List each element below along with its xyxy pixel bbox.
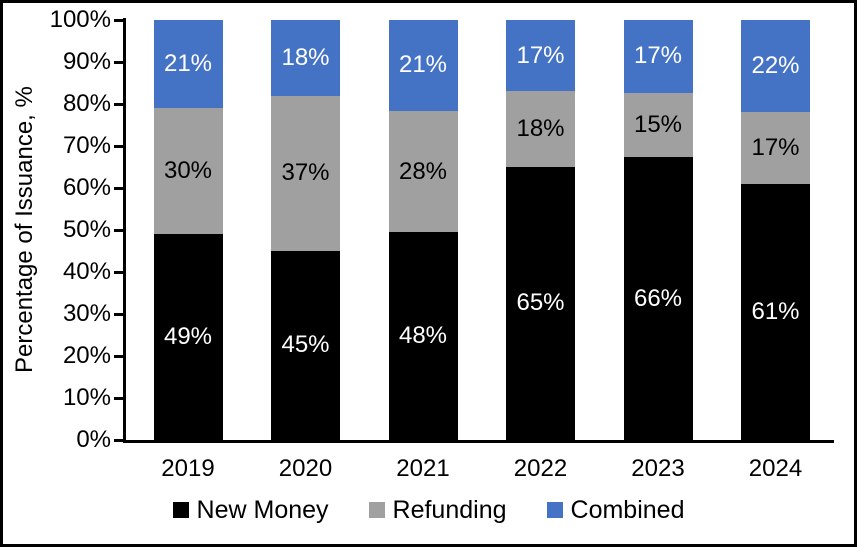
y-tick-label-10: 10%	[62, 384, 111, 411]
legend-item-refunding: Refunding	[368, 495, 507, 525]
y-tick-mark-40	[114, 270, 123, 274]
x-axis-line	[123, 440, 834, 443]
y-tick-mark-80	[114, 102, 123, 106]
bar-segment-2022-new-money: 65%	[506, 166, 575, 440]
x-category-label-2021: 2021	[396, 455, 450, 482]
y-tick-mark-70	[114, 144, 123, 148]
bar-2020: 18% 37% 45%	[271, 20, 340, 440]
y-tick-mark-90	[114, 60, 123, 64]
y-tick-label-80: 80%	[62, 90, 111, 117]
bar-segment-2022-combined: 17%	[506, 20, 575, 92]
x-category-label-2024: 2024	[748, 455, 803, 482]
bar-segment-2024-combined: 22%	[741, 20, 810, 113]
bar-segment-2021-refunding: 28%	[388, 110, 458, 233]
bar-segment-2024-refunding: 17%	[741, 112, 810, 184]
y-tick-label-70: 70%	[62, 132, 111, 159]
legend-item-combined: Combined	[546, 495, 685, 525]
legend-swatch-refunding	[368, 502, 385, 518]
bar-segment-2023-refunding: 15%	[623, 92, 693, 158]
bar-segment-2020-refunding: 37%	[271, 95, 340, 251]
bar-segment-2021-combined: 21%	[388, 20, 458, 111]
bar-segment-2020-new-money: 45%	[271, 250, 340, 440]
y-tick-mark-0	[114, 438, 123, 442]
y-tick-label-0: 0%	[76, 426, 111, 453]
bar-2024: 22% 17% 61%	[741, 20, 810, 440]
y-tick-mark-10	[114, 396, 123, 400]
bar-segment-2022-refunding: 18%	[506, 91, 575, 167]
y-tick-label-40: 40%	[62, 258, 111, 285]
bar-2019: 21% 30% 49%	[153, 20, 223, 440]
bar-segment-2020-combined: 18%	[271, 20, 340, 96]
x-category-label-2020: 2020	[278, 455, 333, 482]
y-tick-label-20: 20%	[62, 342, 111, 369]
x-category-label-2023: 2023	[631, 455, 685, 482]
y-tick-mark-100	[114, 18, 123, 22]
x-category-label-2019: 2019	[161, 455, 215, 482]
bar-segment-2019-combined: 21%	[153, 20, 223, 109]
bar-segment-2021-new-money: 48%	[388, 232, 458, 440]
bar-segment-2019-refunding: 30%	[153, 108, 223, 235]
y-tick-mark-20	[114, 354, 123, 358]
y-tick-label-100: 100%	[49, 6, 111, 33]
legend: New Money Refunding Combined	[3, 494, 854, 526]
legend-label-combined: Combined	[570, 495, 685, 524]
bar-2021: 21% 28% 48%	[388, 20, 458, 440]
legend-label-refunding: Refunding	[392, 495, 507, 524]
y-tick-mark-50	[114, 228, 123, 232]
legend-swatch-new-money	[172, 502, 189, 518]
y-tick-label-90: 90%	[62, 48, 111, 75]
bar-2023: 17% 15% 66%	[623, 20, 693, 440]
legend-swatch-combined	[546, 502, 563, 518]
bar-segment-2023-new-money: 66%	[623, 157, 693, 440]
legend-item-new-money: New Money	[172, 495, 329, 525]
y-tick-label-50: 50%	[62, 216, 111, 243]
bar-2022: 17% 18% 65%	[506, 20, 575, 440]
legend-label-new-money: New Money	[196, 495, 329, 524]
y-tick-mark-60	[114, 186, 123, 190]
y-tick-label-60: 60%	[62, 174, 111, 201]
y-tick-mark-30	[114, 312, 123, 316]
x-category-label-2022: 2022	[513, 455, 568, 482]
y-tick-label-30: 30%	[62, 300, 111, 327]
bar-segment-2023-combined: 17%	[623, 20, 693, 93]
bar-segment-2019-new-money: 49%	[153, 234, 223, 440]
bar-segment-2024-new-money: 61%	[741, 183, 810, 440]
y-axis-line	[123, 18, 126, 443]
